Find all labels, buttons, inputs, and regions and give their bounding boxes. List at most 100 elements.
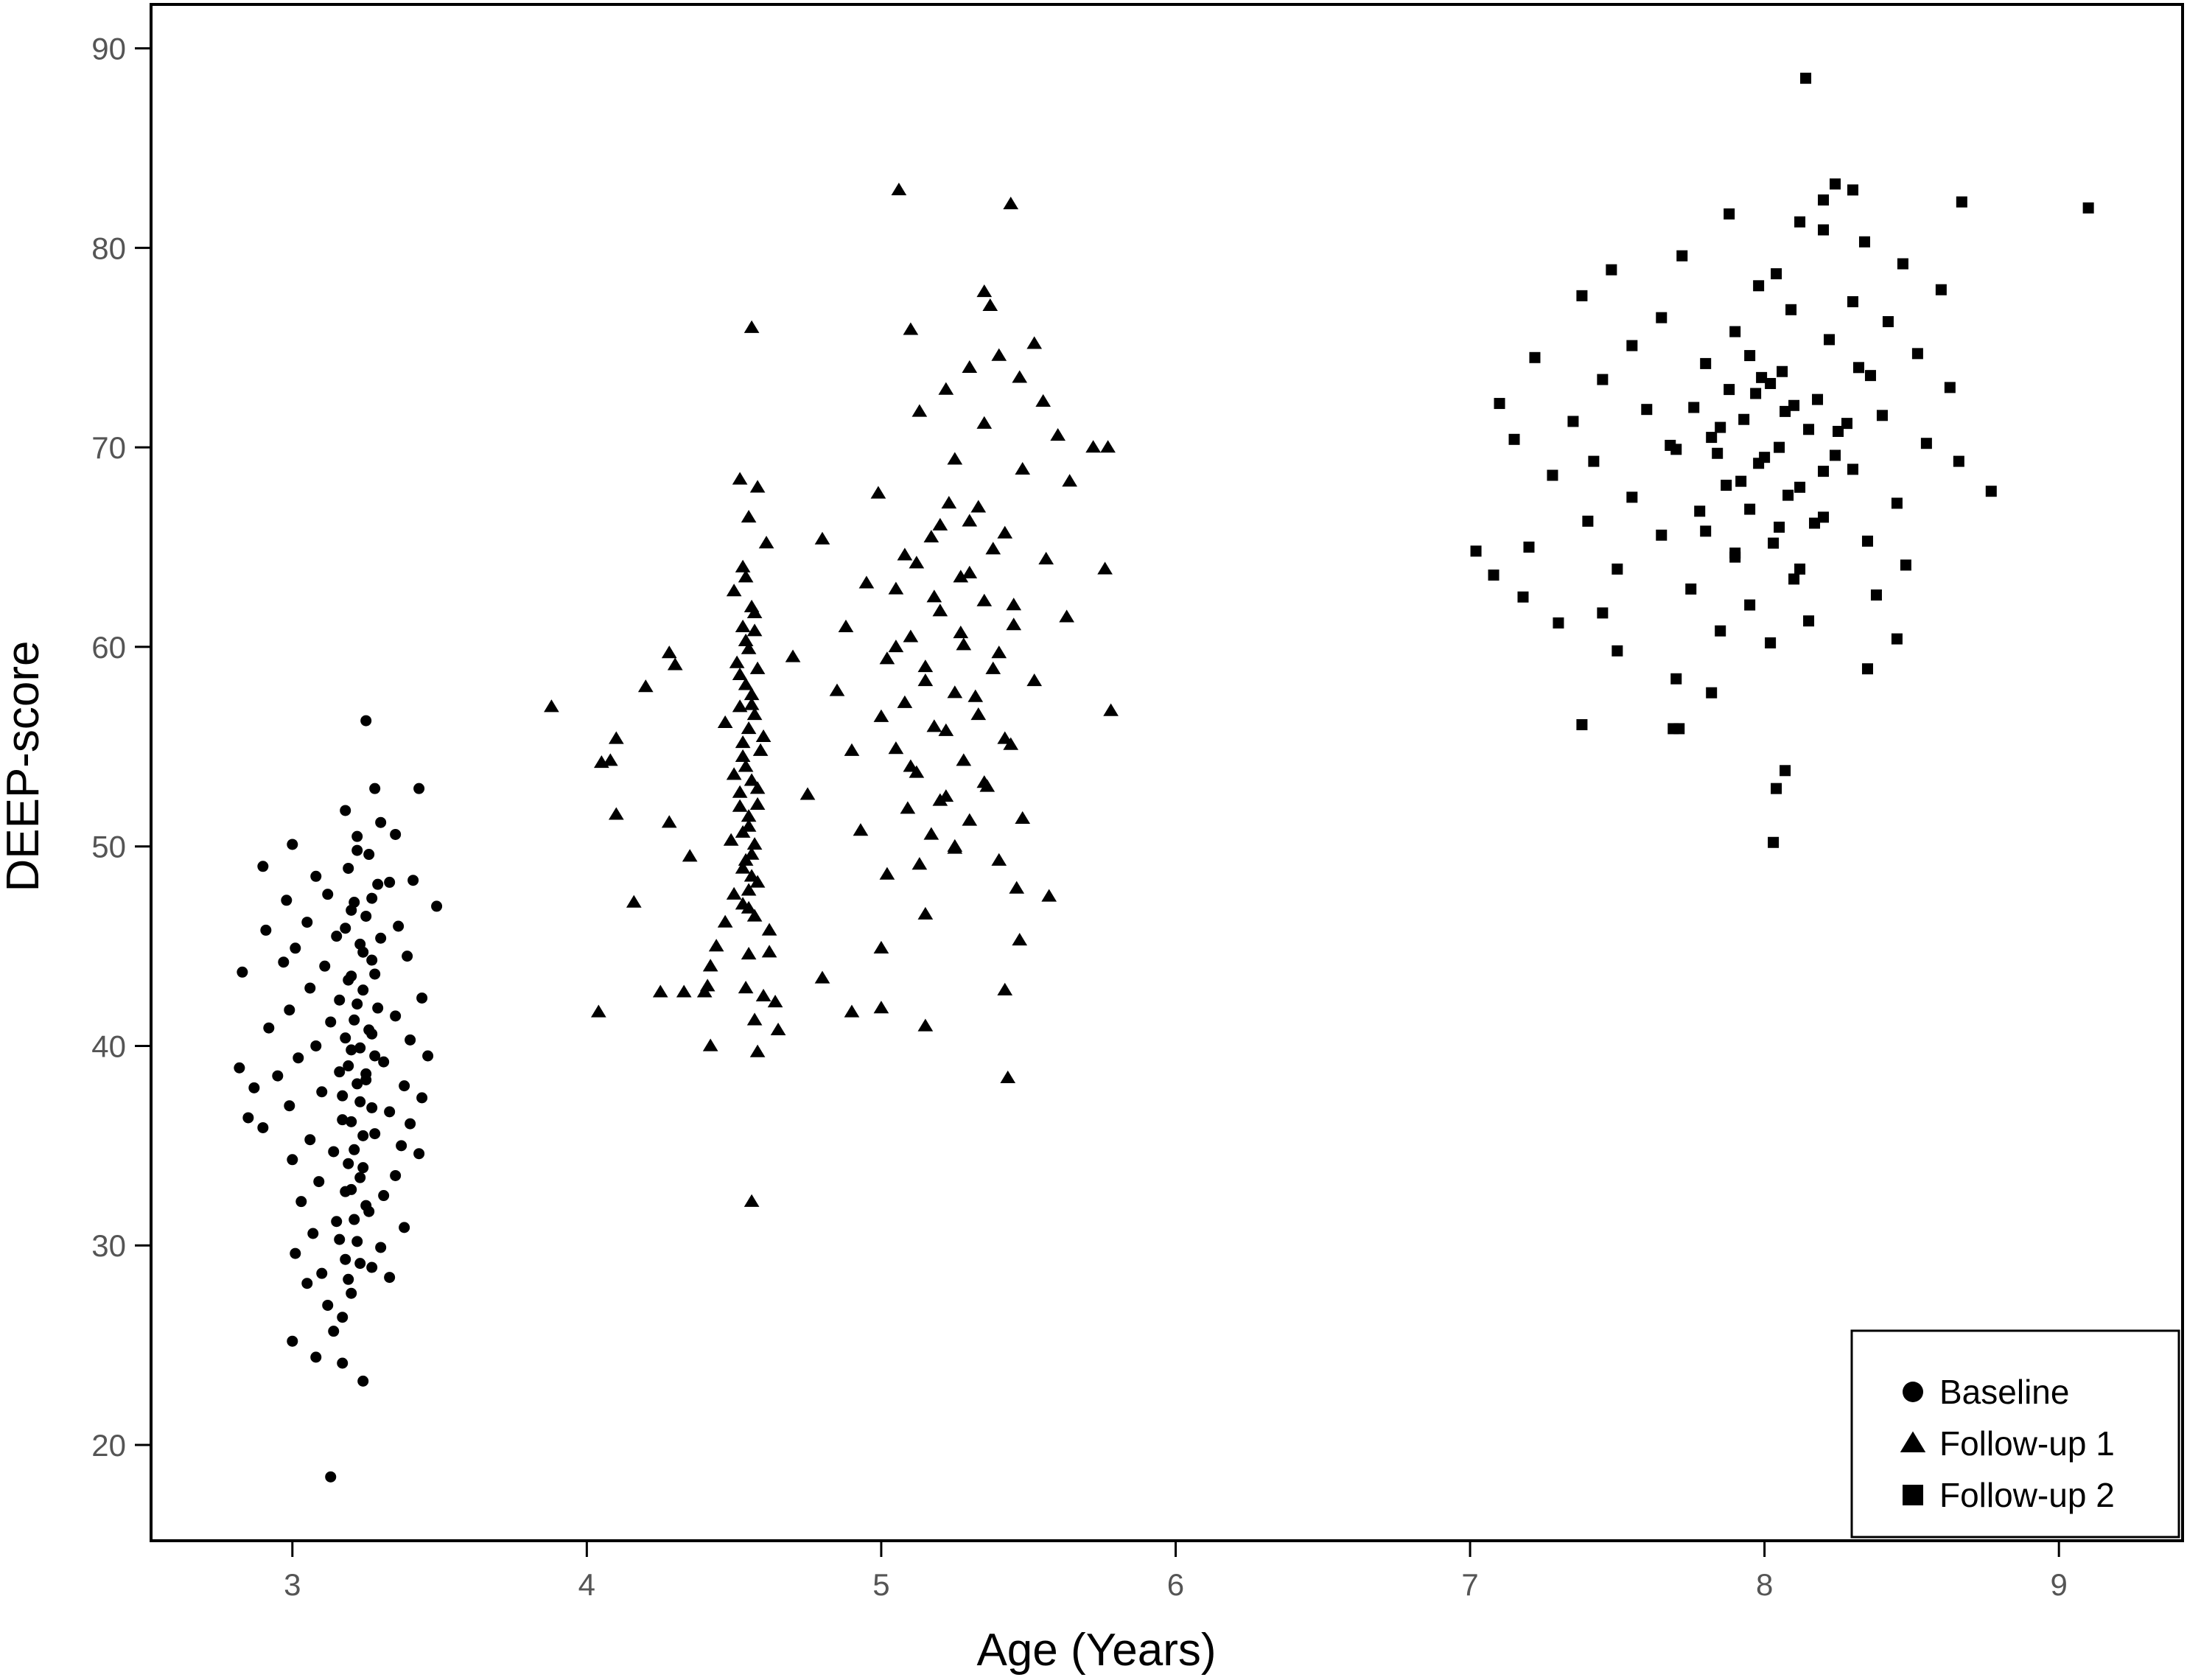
data-point (1735, 475, 1747, 487)
data-point (431, 900, 443, 912)
data-point (1756, 371, 1768, 383)
data-point (369, 783, 381, 794)
data-point (1015, 461, 1031, 475)
data-point (1547, 469, 1558, 481)
data-point (1003, 196, 1019, 209)
data-point (976, 416, 993, 429)
data-point (1729, 551, 1741, 563)
data-point (743, 869, 760, 882)
data-point (287, 1154, 298, 1166)
data-point (242, 1112, 254, 1124)
data-point (1715, 421, 1726, 433)
data-point (1803, 424, 1815, 435)
data-point (1700, 525, 1712, 537)
data-point (976, 284, 993, 298)
data-point (1841, 418, 1852, 430)
data-point (667, 657, 683, 671)
data-point (749, 1044, 766, 1057)
data-point (917, 659, 934, 673)
data-point (346, 1044, 357, 1056)
data-point (938, 382, 954, 395)
data-point (337, 1312, 349, 1323)
data-point (953, 626, 969, 639)
data-point (337, 1114, 349, 1126)
data-point (337, 1357, 349, 1369)
data-point (785, 649, 801, 662)
data-point (746, 909, 763, 922)
data-point (1818, 224, 1830, 236)
data-point (287, 1335, 298, 1347)
legend-triangle-icon (1900, 1431, 1926, 1452)
data-point (1665, 439, 1676, 451)
data-point (814, 531, 830, 545)
data-point (1026, 673, 1043, 687)
y-tick-label: 40 (91, 1029, 126, 1063)
data-point (917, 906, 934, 920)
data-point (278, 956, 290, 968)
data-point (917, 1018, 934, 1032)
data-point (1768, 836, 1780, 848)
data-point (879, 867, 895, 880)
data-point (384, 1106, 396, 1118)
data-point (307, 1228, 319, 1239)
data-point (858, 575, 875, 589)
data-point (351, 1236, 363, 1247)
data-point (1597, 374, 1609, 385)
data-point (755, 988, 771, 1001)
data-point (363, 849, 375, 861)
data-point (354, 1172, 366, 1183)
data-point (1861, 663, 1873, 675)
data-point (357, 1375, 369, 1387)
data-point (1803, 615, 1815, 627)
data-point (743, 773, 760, 786)
data-point (1015, 811, 1031, 824)
data-point (926, 589, 942, 603)
data-point (844, 743, 860, 756)
data-point (1588, 455, 1600, 467)
data-point (369, 1050, 381, 1062)
data-point (962, 514, 978, 527)
data-point (909, 765, 925, 778)
data-point (743, 599, 760, 612)
data-point (301, 917, 313, 928)
y-tick-label: 30 (91, 1228, 126, 1263)
data-point (351, 830, 363, 842)
data-point (1553, 617, 1564, 629)
y-axis-title: DEEP-score (0, 640, 49, 892)
data-point (375, 816, 387, 828)
data-point (1985, 486, 1997, 497)
data-point (1753, 280, 1765, 292)
data-point (911, 404, 928, 417)
legend: Baseline Follow-up 1 Follow-up 2 (1850, 1329, 2180, 1539)
data-point (1818, 511, 1830, 523)
data-point (888, 639, 904, 653)
data-point (1774, 441, 1785, 453)
data-point (1673, 723, 1685, 735)
data-point (1830, 178, 1841, 190)
data-point (346, 970, 357, 982)
data-point (284, 1100, 295, 1112)
data-point (1891, 497, 1903, 509)
data-point (1765, 637, 1777, 648)
data-point (1724, 208, 1735, 220)
data-point (1012, 933, 1028, 946)
data-point (991, 853, 1007, 866)
data-point (1612, 645, 1623, 657)
data-point (735, 735, 751, 749)
data-point (749, 781, 766, 794)
data-point (1753, 458, 1765, 469)
data-point (349, 1214, 360, 1225)
data-point (661, 815, 677, 828)
data-point (732, 472, 748, 485)
data-point (1488, 569, 1500, 581)
data-point (1035, 393, 1051, 407)
data-point (1700, 357, 1712, 369)
data-point (717, 914, 733, 928)
data-point (947, 841, 963, 854)
series-triangle (544, 182, 1119, 1207)
data-point (1944, 382, 1956, 393)
data-point (378, 1056, 390, 1068)
data-point (1626, 340, 1638, 351)
data-point (357, 1130, 369, 1141)
data-point (1812, 393, 1824, 405)
